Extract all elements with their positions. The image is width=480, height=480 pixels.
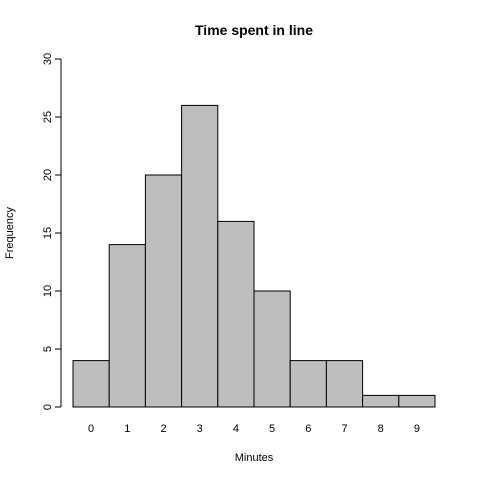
y-axis: 0 5 10 15 20 25 30 <box>42 53 62 410</box>
y-tick-label: 15 <box>42 227 54 239</box>
x-tick-label: 1 <box>124 423 130 435</box>
bars-group <box>72 104 436 408</box>
y-tick-label: 20 <box>42 169 54 181</box>
x-tick-label: 4 <box>233 423 239 435</box>
x-tick-label: 7 <box>341 423 347 435</box>
x-tick-labels: 0 1 2 3 4 5 6 7 8 9 <box>88 423 420 435</box>
bar-2 <box>144 174 183 408</box>
bar-9 <box>398 394 436 408</box>
y-axis-label: Frequency <box>4 207 16 259</box>
y-tick-label: 5 <box>42 346 54 352</box>
x-tick-label: 5 <box>269 423 275 435</box>
x-tick-label: 6 <box>305 423 311 435</box>
y-tick-label: 25 <box>42 111 54 123</box>
bar-0 <box>72 360 110 408</box>
x-tick-label: 9 <box>414 423 420 435</box>
y-tick-label: 10 <box>42 285 54 297</box>
x-axis-label: Minutes <box>235 452 274 464</box>
bar-1 <box>108 244 146 408</box>
bar-4 <box>217 220 255 408</box>
x-tick-label: 2 <box>160 423 166 435</box>
x-tick-label: 8 <box>378 423 384 435</box>
bar-3 <box>181 104 219 408</box>
x-tick-label: 0 <box>88 423 94 435</box>
bar-5 <box>253 290 291 408</box>
bar-6 <box>289 360 327 408</box>
bar-8 <box>362 394 400 408</box>
y-tick-label: 0 <box>42 404 54 410</box>
y-tick-label: 30 <box>42 53 54 65</box>
x-tick-label: 3 <box>197 423 203 435</box>
chart-title: Time spent in line <box>195 22 313 38</box>
bar-7 <box>325 360 364 408</box>
